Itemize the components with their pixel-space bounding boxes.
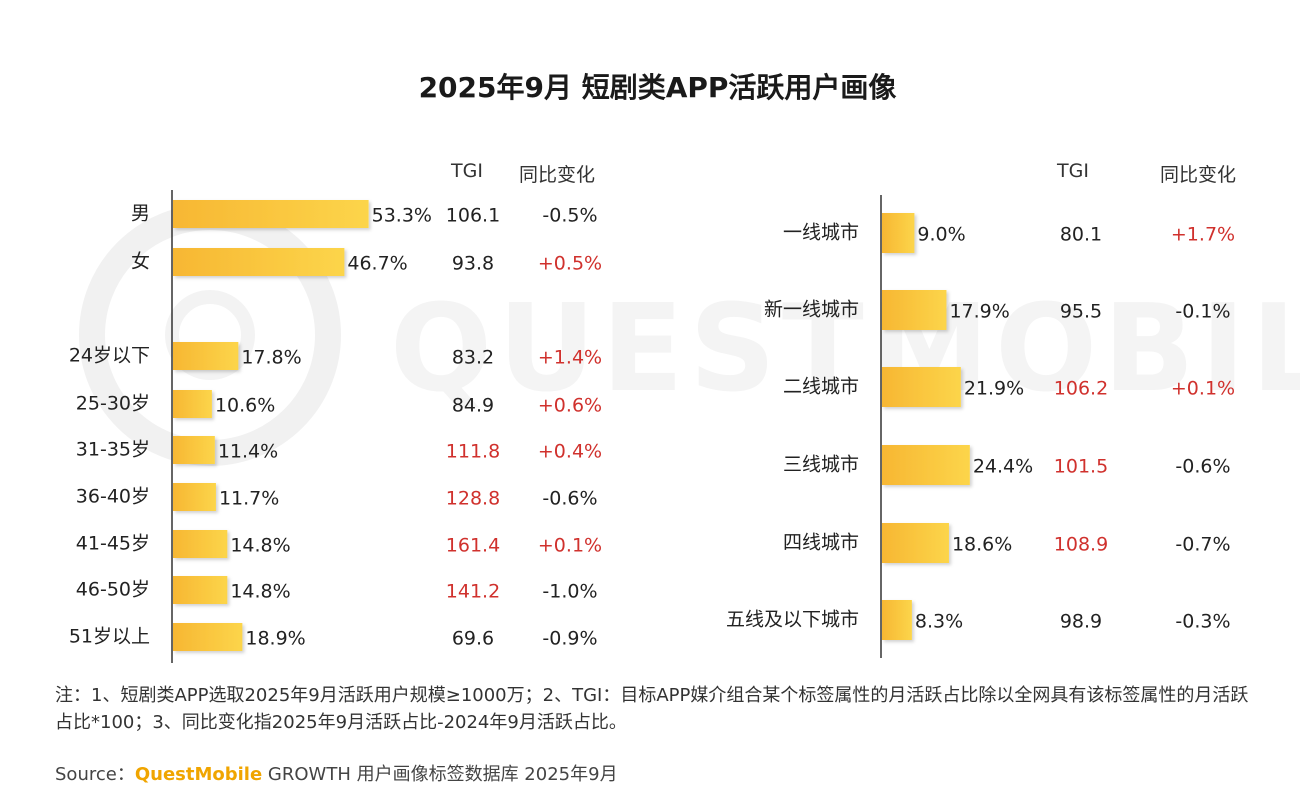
chart-title: 2025年9月 短剧类APP活跃用户画像 [418,71,897,104]
category-label: 36-40岁 [76,486,150,508]
category-label: 46-50岁 [76,579,150,601]
yoy-value: -0.3% [1175,611,1230,633]
bar [882,600,912,640]
bar-value-label: 46.7% [347,253,407,275]
yoy-value: +0.5% [538,253,602,275]
bar [173,248,345,276]
bar [882,213,915,253]
bar [173,530,228,558]
source-brand: QuestMobile [134,764,263,785]
bar [882,290,947,330]
yoy-value: +1.4% [538,347,602,369]
category-label: 五线及以下城市 [726,609,859,631]
yoy-value: -0.5% [542,205,597,227]
bar [882,445,970,485]
yoy-value: +0.6% [538,395,602,417]
bar-value-label: 17.9% [949,301,1009,323]
tgi-value: 101.5 [1054,456,1108,478]
tgi-value: 69.6 [452,628,494,650]
bar-value-label: 53.3% [372,205,432,227]
category-label: 41-45岁 [76,533,150,555]
left-tgi-header: TGI [451,160,483,182]
tgi-value: 98.9 [1060,611,1102,633]
tgi-value: 95.5 [1060,301,1102,323]
right-tgi-header: TGI [1057,160,1089,182]
bar-value-label: 24.4% [973,456,1033,478]
tgi-value: 141.2 [446,581,500,603]
yoy-value: +0.1% [538,535,602,557]
left-yoy-header: 同比变化 [519,164,596,186]
source-text: GROWTH 用户画像标签数据库 2025年9月 [262,764,618,785]
tgi-value: 106.2 [1054,378,1108,400]
bar [173,436,215,464]
category-label: 四线城市 [783,532,859,554]
right-yoy-header: 同比变化 [1160,164,1237,186]
source-label: Source： [55,764,135,785]
tgi-value: 161.4 [446,535,500,557]
yoy-value: +0.1% [1171,378,1235,400]
footnote: 注：1、短剧类APP选取2025年9月活跃用户规模≥1000万；2、TGI：目标… [55,685,1249,733]
tgi-value: 80.1 [1060,224,1102,246]
yoy-value: -0.7% [1175,534,1230,556]
bar-value-label: 14.8% [230,581,290,603]
category-label: 女 [131,251,150,273]
bar [173,390,212,418]
category-label: 一线城市 [783,222,859,244]
bar-value-label: 11.7% [219,488,279,510]
tgi-value: 108.9 [1054,534,1108,556]
bar [882,367,961,407]
source-line: Source：QuestMobile GROWTH 用户画像标签数据库 2025… [55,760,618,786]
category-label: 25-30岁 [76,393,150,415]
tgi-value: 111.8 [446,441,500,463]
city-tier-chart: 一线城市 9.0% 80.1 +1.7% 新一线城市 17.9% 95.5 -0.1% 二线城市… [726,195,1235,658]
bar-value-label: 9.0% [917,224,965,246]
bar-value-label: 8.3% [915,611,963,633]
yoy-value: +1.7% [1171,224,1235,246]
yoy-value: -0.6% [542,488,597,510]
category-label: 31-35岁 [76,439,150,461]
yoy-value: -1.0% [542,581,597,603]
demographic-chart: 男 53.3% 106.1 -0.5% 女 46.7% 93.8 +0.5% 24岁以下 17.8… [69,190,602,663]
tgi-value: 84.9 [452,395,494,417]
category-label: 24岁以下 [69,345,150,367]
yoy-value: -0.9% [542,628,597,650]
tgi-value: 128.8 [446,488,500,510]
tgi-value: 106.1 [446,205,500,227]
bar-value-label: 18.6% [952,534,1012,556]
category-label: 二线城市 [783,376,859,398]
tgi-value: 93.8 [452,253,494,275]
category-label: 新一线城市 [764,299,859,321]
yoy-value: -0.6% [1175,456,1230,478]
bar [173,342,239,370]
yoy-value: +0.4% [538,441,602,463]
bar-value-label: 17.8% [241,347,301,369]
bar-value-label: 10.6% [215,395,275,417]
yoy-value: -0.1% [1175,301,1230,323]
bar [173,576,228,604]
bar [173,623,243,651]
category-label: 三线城市 [783,454,859,476]
bar-value-label: 18.9% [245,628,305,650]
bar-value-label: 14.8% [230,535,290,557]
bar [173,200,369,228]
bar-value-label: 11.4% [218,441,278,463]
bar [882,523,949,563]
bar-value-label: 21.9% [964,378,1024,400]
category-label: 51岁以上 [69,626,150,648]
category-label: 男 [131,203,150,225]
tgi-value: 83.2 [452,347,494,369]
bar [173,483,216,511]
